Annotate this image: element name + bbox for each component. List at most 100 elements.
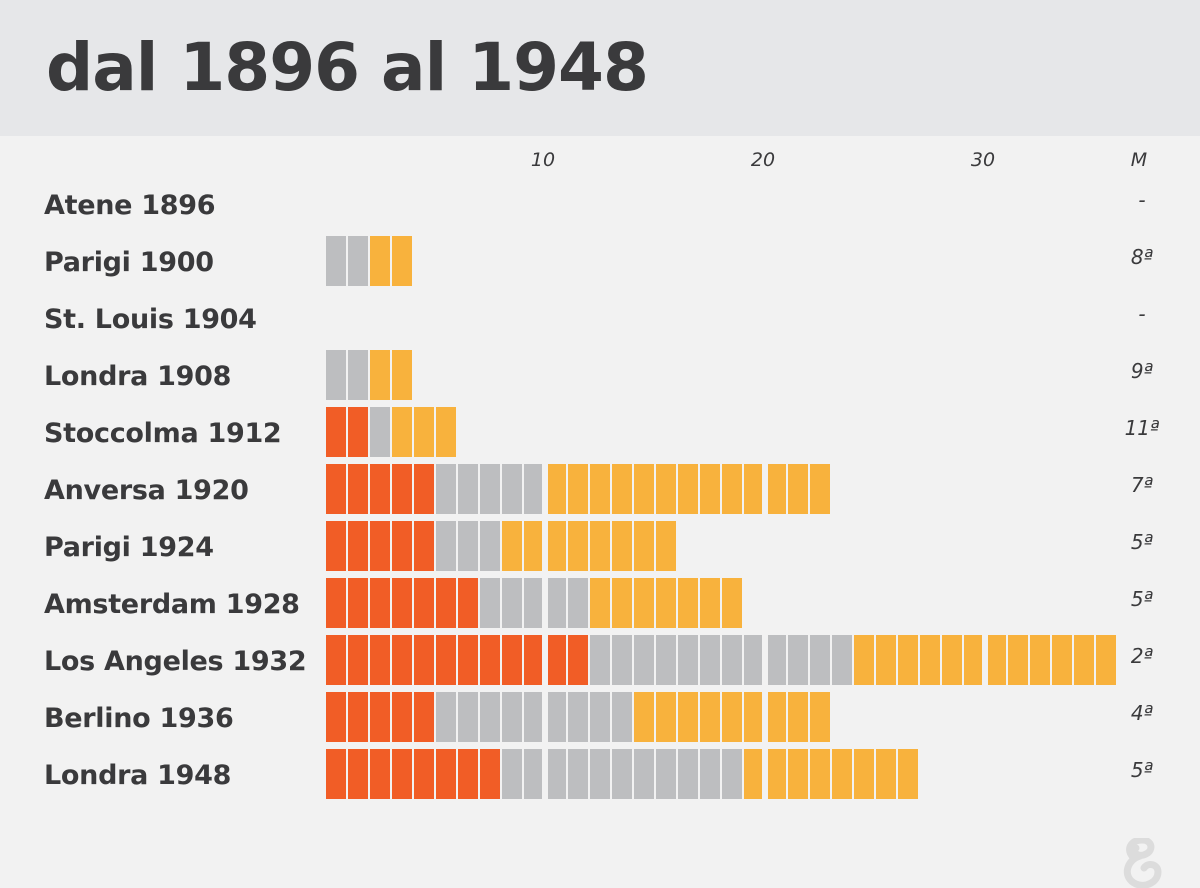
medal-block-bronzo <box>634 521 654 571</box>
medal-block-bronzo <box>1030 635 1050 685</box>
medal-block-bronzo <box>854 749 874 799</box>
medal-block-argento <box>480 521 500 571</box>
medal-block-bronzo <box>634 578 654 628</box>
medal-block-bronzo <box>656 464 676 514</box>
medal-block-bronzo <box>700 692 720 742</box>
medal-block-bronzo <box>678 692 698 742</box>
row-label: Anversa 1920 <box>44 475 249 506</box>
medal-block-oro <box>436 749 456 799</box>
medal-block-oro <box>348 407 368 457</box>
medal-block-argento <box>458 521 478 571</box>
medal-block-bronzo <box>876 635 896 685</box>
medal-block-bronzo <box>700 464 720 514</box>
medal-block-bronzo <box>854 635 874 685</box>
row-label: Atene 1896 <box>44 190 216 221</box>
medal-block-bronzo <box>590 578 610 628</box>
medal-block-bronzo <box>392 407 412 457</box>
medal-block-bronzo <box>832 749 852 799</box>
medal-block-oro <box>348 692 368 742</box>
medal-block-bronzo <box>942 635 962 685</box>
medal-block-argento <box>590 635 610 685</box>
medal-block-oro <box>370 692 390 742</box>
medal-block-oro <box>480 635 500 685</box>
medal-block-bronzo <box>678 578 698 628</box>
medal-block-bronzo <box>548 464 566 514</box>
row-label: Parigi 1900 <box>44 247 214 278</box>
medal-block-oro <box>414 692 434 742</box>
medal-block-bronzo <box>722 578 742 628</box>
medal-block-bronzo <box>788 692 808 742</box>
medal-block-oro <box>392 635 412 685</box>
medal-block-argento <box>436 464 456 514</box>
medal-block-bronzo <box>634 692 654 742</box>
medal-block-oro <box>480 749 500 799</box>
medal-rank: - <box>1138 302 1146 326</box>
medal-block-argento <box>656 749 676 799</box>
medal-block-argento <box>370 407 390 457</box>
medal-block-argento <box>548 692 566 742</box>
medal-block-oro <box>414 749 434 799</box>
medal-block-argento <box>548 578 566 628</box>
medal-block-oro <box>348 635 368 685</box>
medal-block-oro <box>436 578 456 628</box>
medal-block-oro <box>370 749 390 799</box>
medal-block-argento <box>458 464 478 514</box>
medal-block-bronzo <box>788 749 808 799</box>
medal-block-argento <box>722 749 742 799</box>
medal-block-bronzo <box>370 236 390 286</box>
medal-rank: 8ª <box>1130 245 1154 269</box>
medal-block-oro <box>348 578 368 628</box>
medal-block-argento <box>458 692 478 742</box>
medal-block-bronzo <box>810 692 830 742</box>
medal-block-oro <box>502 635 522 685</box>
medal-block-bronzo <box>876 749 896 799</box>
medal-block-bronzo <box>1096 635 1116 685</box>
medal-block-oro <box>348 521 368 571</box>
medal-block-bronzo <box>414 407 434 457</box>
medal-block-bronzo <box>392 350 412 400</box>
medal-block-oro <box>392 464 412 514</box>
medal-block-argento <box>612 749 632 799</box>
medal-block-bronzo <box>370 350 390 400</box>
medal-block-bronzo <box>678 464 698 514</box>
row-label: Parigi 1924 <box>44 532 214 563</box>
row-label: Londra 1908 <box>44 361 232 392</box>
medal-rank: 11ª <box>1124 416 1160 440</box>
medal-block-oro <box>414 464 434 514</box>
medal-block-argento <box>524 692 542 742</box>
medal-rank: 7ª <box>1130 473 1154 497</box>
medal-block-bronzo <box>436 407 456 457</box>
medal-block-bronzo <box>898 635 918 685</box>
medal-block-argento <box>548 749 566 799</box>
medal-block-oro <box>392 521 412 571</box>
medal-block-bronzo <box>988 635 1006 685</box>
medal-block-bronzo <box>700 578 720 628</box>
medal-block-bronzo <box>1074 635 1094 685</box>
medal-block-oro <box>458 578 478 628</box>
medal-block-argento <box>788 635 808 685</box>
medal-block-argento <box>568 749 588 799</box>
medal-block-bronzo <box>722 464 742 514</box>
x-tick-label: 30 <box>970 149 996 171</box>
medal-block-oro <box>326 407 346 457</box>
medal-block-oro <box>414 521 434 571</box>
row-label: Amsterdam 1928 <box>44 589 300 620</box>
medal-block-argento <box>524 749 542 799</box>
medal-block-argento <box>348 236 368 286</box>
medal-block-oro <box>414 635 434 685</box>
medal-block-oro <box>370 578 390 628</box>
medal-block-oro <box>392 749 412 799</box>
medal-block-argento <box>634 635 654 685</box>
medal-block-bronzo <box>612 521 632 571</box>
medal-block-oro <box>392 578 412 628</box>
medal-block-oro <box>458 635 478 685</box>
header-band: dal 1896 al 1948 <box>0 0 1200 136</box>
row-label: Berlino 1936 <box>44 703 234 734</box>
medal-block-argento <box>524 464 542 514</box>
row-label: Londra 1948 <box>44 760 232 791</box>
medal-block-bronzo <box>392 236 412 286</box>
medal-block-argento <box>502 749 522 799</box>
medal-block-bronzo <box>1008 635 1028 685</box>
medal-block-oro <box>348 749 368 799</box>
medal-block-bronzo <box>768 692 786 742</box>
